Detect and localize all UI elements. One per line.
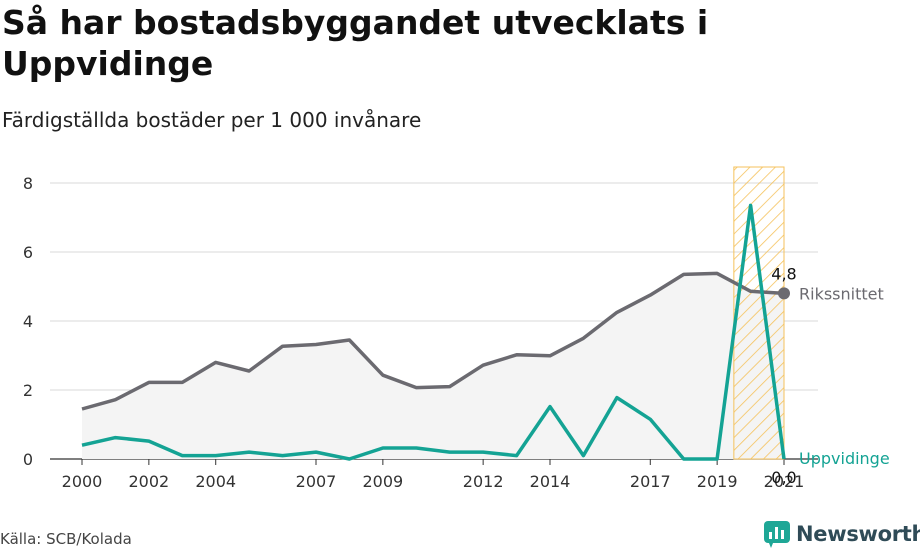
chart-title: Så har bostadsbyggandet utvecklats i Upp…: [2, 3, 709, 83]
national-series-line: [81, 271, 785, 411]
line-layer: [81, 203, 790, 461]
area-layer: [82, 273, 784, 459]
x-tick-label: 2012: [463, 472, 504, 491]
x-tick-label: 2017: [630, 472, 671, 491]
y-tick-label: 4: [23, 312, 33, 331]
national-end-point: [778, 287, 790, 300]
x-tick-label: 2019: [697, 472, 738, 491]
x-tick-label: 2021: [764, 472, 805, 491]
newsworthy-logo-icon: [764, 521, 790, 548]
brand-name: Newsworthy: [796, 522, 920, 546]
municipality-series-line: [81, 203, 786, 461]
x-tick-label: 2009: [362, 472, 403, 491]
national-end-value-label: 4,8: [771, 264, 796, 283]
x-tick-label: 2004: [195, 472, 236, 491]
y-tick-label: 0: [23, 450, 33, 469]
national-series-name-label: Rikssnittet: [799, 284, 884, 303]
national-area: [82, 273, 784, 459]
municipality-end-value-label: 0,0: [771, 468, 796, 487]
x-tick-label: 2007: [296, 472, 337, 491]
chart-subtitle: Färdigställda bostäder per 1 000 invånar…: [2, 108, 422, 132]
newsworthy-logo: Newsworthy: [764, 519, 920, 549]
highlight-range: [733, 166, 785, 460]
x-tick-label: 2014: [530, 472, 571, 491]
municipality-series-name-label: Uppvidinge: [799, 449, 890, 468]
y-tick-label: 8: [23, 174, 33, 193]
x-tick-label: 2002: [128, 472, 169, 491]
source-note: Källa: SCB/Kolada: [0, 530, 132, 548]
y-tick-label: 6: [23, 243, 33, 262]
highlight-layer: [733, 166, 785, 460]
y-tick-label: 2: [23, 381, 33, 400]
x-tick-label: 2000: [62, 472, 103, 491]
